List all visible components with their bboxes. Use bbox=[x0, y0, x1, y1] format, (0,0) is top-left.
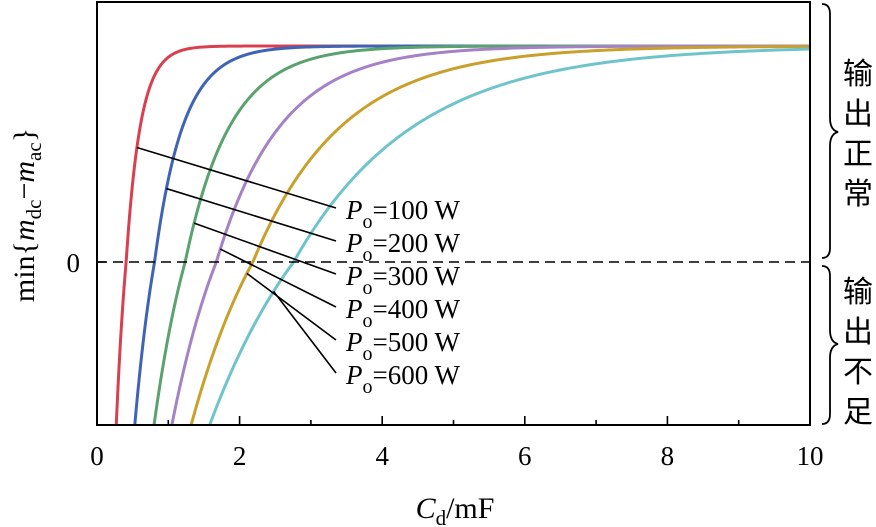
legend-label-5: Po=500 W bbox=[345, 327, 460, 365]
x-tick-label-0: 0 bbox=[90, 441, 104, 471]
legend-sub-3: o bbox=[363, 277, 373, 299]
legend-leader-2 bbox=[166, 187, 337, 242]
x-label-suffix: /mF bbox=[446, 492, 494, 525]
region-lower-char-3: 不 bbox=[843, 355, 873, 390]
legend-sub-5: o bbox=[363, 343, 373, 365]
legend-p-1: P bbox=[345, 195, 363, 225]
series-line-6 bbox=[208, 47, 811, 427]
y-label-prefix: min{ bbox=[8, 241, 41, 302]
x-label-sub: d bbox=[436, 506, 447, 527]
region-lower-char-1: 输 bbox=[843, 275, 873, 310]
x-axis-label: Cd/mF bbox=[416, 492, 495, 527]
legend-leader-5 bbox=[246, 272, 337, 341]
series-line-5 bbox=[189, 44, 811, 427]
legend-value-2: =200 W bbox=[373, 228, 461, 258]
series-group bbox=[114, 44, 811, 427]
series-line-4 bbox=[170, 44, 810, 427]
legend-p-5: P bbox=[345, 327, 363, 357]
legend-p-3: P bbox=[345, 261, 363, 291]
x-label-main: C bbox=[416, 492, 437, 525]
legend-sub-2: o bbox=[363, 244, 373, 266]
legend-sub-6: o bbox=[363, 376, 373, 398]
legend-sub-4: o bbox=[363, 310, 373, 332]
y-label-sub2: ac bbox=[22, 142, 46, 161]
region-label-output-normal: 输 出 正 常 bbox=[843, 57, 873, 212]
x-tick-label-8: 8 bbox=[661, 441, 675, 471]
legend-label-4: Po=400 W bbox=[345, 294, 460, 332]
y-label-m2: m bbox=[8, 161, 41, 183]
x-tick-label-10: 10 bbox=[797, 441, 824, 471]
legend-value-3: =300 W bbox=[373, 261, 461, 291]
legend-value-6: =600 W bbox=[373, 360, 461, 390]
legend-value-5: =500 W bbox=[373, 327, 461, 357]
y-axis-label: min{mdc−mac} bbox=[8, 128, 46, 302]
region-lower-char-2: 出 bbox=[843, 315, 873, 350]
series-line-3 bbox=[152, 44, 810, 427]
legend-p-6: P bbox=[345, 360, 363, 390]
legend-leader-3 bbox=[193, 222, 337, 275]
series-line-1 bbox=[114, 44, 810, 427]
legend-label-1: Po=100 W bbox=[345, 195, 460, 233]
lower-region-brace bbox=[821, 265, 839, 425]
legend-value-4: =400 W bbox=[373, 294, 461, 324]
legend-p-2: P bbox=[345, 228, 363, 258]
x-tick-label-6: 6 bbox=[518, 441, 532, 471]
x-axis-ticks: 0 2 4 6 8 10 bbox=[90, 416, 824, 471]
legend-leader-6 bbox=[272, 290, 337, 374]
x-tick-label-4: 4 bbox=[375, 441, 389, 471]
region-label-output-insufficient: 输 出 不 足 bbox=[843, 275, 873, 430]
y-label-suffix: } bbox=[8, 128, 41, 142]
region-upper-char-1: 输 bbox=[843, 57, 873, 92]
x-tick-label-2: 2 bbox=[233, 441, 247, 471]
series-line-2 bbox=[133, 44, 810, 427]
upper-region-brace bbox=[821, 3, 839, 259]
legend-label-6: Po=600 W bbox=[345, 360, 460, 398]
legend-leader-4 bbox=[219, 248, 337, 308]
region-upper-char-3: 正 bbox=[843, 137, 873, 172]
y-label-sub1: dc bbox=[22, 200, 46, 220]
legend-value-1: =100 W bbox=[373, 195, 461, 225]
legend-p-4: P bbox=[345, 294, 363, 324]
region-upper-char-4: 常 bbox=[843, 177, 873, 212]
legend-label-3: Po=300 W bbox=[345, 261, 460, 299]
y-label-minus: − bbox=[8, 183, 41, 200]
y-label-m1: m bbox=[8, 219, 41, 241]
region-upper-char-2: 出 bbox=[843, 97, 873, 132]
legend-sub-1: o bbox=[363, 211, 373, 233]
legend-leader-1 bbox=[136, 146, 337, 209]
legend-label-2: Po=200 W bbox=[345, 228, 460, 266]
region-lower-char-4: 足 bbox=[843, 395, 873, 430]
y-tick-label-zero: 0 bbox=[67, 248, 81, 278]
legend-group: Po=100 WPo=200 WPo=300 WPo=400 WPo=500 W… bbox=[136, 146, 460, 398]
